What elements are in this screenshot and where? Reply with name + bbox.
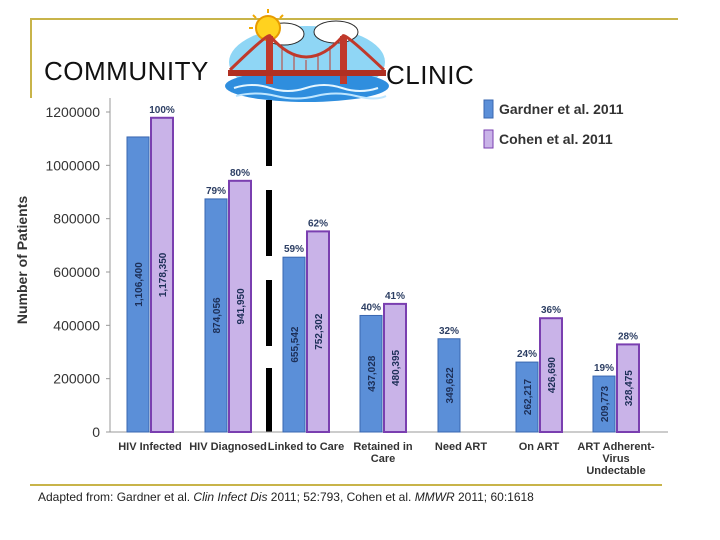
x-category-label: Retained in bbox=[353, 441, 413, 453]
bar-gardner bbox=[282, 256, 306, 433]
y-tick-label: 1200000 bbox=[45, 104, 100, 120]
bar-percent-label: 32% bbox=[439, 326, 459, 337]
y-tick-label: 800000 bbox=[53, 211, 100, 227]
bar-cohen bbox=[539, 317, 563, 433]
bar-value-label: 941,950 bbox=[236, 288, 247, 325]
bar-percent-label: 79% bbox=[206, 186, 226, 197]
frame-left-line bbox=[30, 18, 32, 98]
bar-cohen bbox=[616, 343, 640, 434]
x-category-label: Virus bbox=[602, 453, 629, 465]
patients-bar-chart: Number of Patients 0 200000 400000 600000 80… bbox=[14, 98, 668, 477]
citation-prefix: Adapted from: Gardner et al. bbox=[38, 490, 194, 504]
y-tick-label: 1000000 bbox=[45, 157, 100, 173]
bar-percent-label: 24% bbox=[517, 349, 537, 360]
golden-gate-bridge-sun-icon bbox=[225, 9, 389, 102]
frame-bottom-line bbox=[30, 484, 662, 486]
citation-middle: 2011; 52:793, Cohen et al. bbox=[267, 490, 415, 504]
bar-percent-label: 40% bbox=[361, 302, 381, 313]
bar-value-label: 209,773 bbox=[600, 386, 611, 423]
bar-gardner bbox=[437, 338, 461, 433]
frame-top-line bbox=[30, 18, 678, 20]
bar-percent-label: 59% bbox=[284, 244, 304, 255]
x-category-label: HIV Infected bbox=[118, 441, 182, 453]
community-clinic-separator bbox=[266, 100, 272, 432]
bar-value-label: 1,178,350 bbox=[158, 252, 169, 297]
bar-value-label: 480,395 bbox=[391, 349, 402, 386]
bar-gardner bbox=[126, 136, 150, 433]
citation-journal-1: Clin Infect Dis bbox=[193, 490, 268, 504]
bar-gardner bbox=[204, 198, 228, 433]
bar-gardner bbox=[592, 375, 616, 433]
source-citation: Adapted from: Gardner et al. Clin Infect… bbox=[38, 490, 534, 504]
y-tick-label: 200000 bbox=[53, 371, 100, 387]
bar-percent-label: 100% bbox=[149, 105, 175, 116]
citation-suffix: 2011; 60:1618 bbox=[454, 490, 534, 504]
community-heading: COMMUNITY bbox=[44, 56, 209, 86]
y-tick-label: 0 bbox=[92, 424, 100, 440]
y-axis-label: Number of Patients bbox=[14, 196, 30, 325]
bar-gardner bbox=[515, 361, 539, 433]
x-category-label: Undectable bbox=[586, 465, 645, 477]
legend-swatch-cohen bbox=[483, 129, 494, 149]
bar-value-label: 328,475 bbox=[624, 370, 635, 407]
bar-percent-label: 62% bbox=[308, 218, 328, 229]
bar-value-label: 1,106,400 bbox=[134, 262, 145, 307]
bar-percent-label: 36% bbox=[541, 305, 561, 316]
clinic-heading: CLINIC bbox=[386, 60, 475, 90]
bar-percent-label: 80% bbox=[230, 168, 250, 179]
bar-percent-label: 41% bbox=[385, 291, 405, 302]
legend-label: Cohen et al. 2011 bbox=[499, 131, 613, 147]
bar-value-label: 349,622 bbox=[445, 367, 456, 404]
bar-cohen bbox=[228, 179, 252, 433]
x-category-label: Care bbox=[371, 453, 395, 465]
x-category-label: Need ART bbox=[435, 441, 487, 453]
x-category-label: On ART bbox=[519, 441, 560, 453]
y-tick-label: 400000 bbox=[53, 317, 100, 333]
bar-value-label: 262,217 bbox=[523, 379, 534, 416]
legend-swatch-gardner bbox=[483, 99, 494, 119]
x-category-label: HIV Diagnosed bbox=[189, 441, 267, 453]
bar-value-label: 874,056 bbox=[212, 297, 223, 334]
y-tick-label: 600000 bbox=[53, 264, 100, 280]
bar-value-label: 426,690 bbox=[547, 357, 558, 394]
bar-percent-label: 28% bbox=[618, 331, 638, 342]
bar-cohen bbox=[306, 230, 330, 433]
x-category-label: Linked to Care bbox=[268, 441, 344, 453]
legend-label: Gardner et al. 2011 bbox=[499, 101, 624, 117]
bar-value-label: 437,028 bbox=[367, 355, 378, 392]
bar-gardner bbox=[359, 314, 383, 433]
bar-percent-label: 19% bbox=[594, 363, 614, 374]
citation-journal-2: MMWR bbox=[414, 490, 455, 504]
bar-value-label: 752,302 bbox=[314, 313, 325, 350]
x-category-label: ART Adherent- bbox=[577, 441, 655, 453]
bar-value-label: 655,542 bbox=[290, 326, 301, 363]
bar-cohen bbox=[383, 302, 407, 433]
bar-cohen bbox=[150, 116, 174, 433]
